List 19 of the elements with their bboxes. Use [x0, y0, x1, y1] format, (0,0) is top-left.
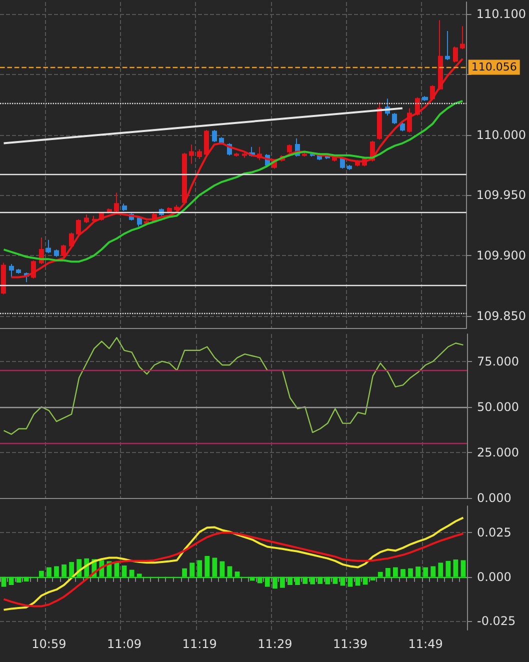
- x-tick-label: 10:59: [32, 637, 66, 651]
- x-tick-label: 11:29: [258, 637, 292, 651]
- y-tick-label: 50.000: [477, 400, 519, 414]
- y-tick-label: 109.900: [476, 248, 526, 263]
- x-tick-label: 11:19: [182, 637, 217, 651]
- y-tick-label: 0.025: [477, 526, 512, 540]
- x-tick-label: 11:39: [332, 637, 368, 651]
- y-tick-label: 75.000: [477, 354, 519, 368]
- y-tick-label: 109.850: [476, 308, 526, 323]
- y-tick-label: 110.100: [476, 7, 526, 22]
- y-tick-label: -0.025: [477, 614, 516, 628]
- y-tick-label: 0.000: [477, 491, 512, 505]
- y-tick-label: 25.000: [477, 445, 519, 460]
- ref-line-label: 110.056: [471, 60, 517, 74]
- y-tick-label: 109.950: [476, 188, 526, 202]
- x-tick-label: 11:49: [408, 637, 443, 651]
- x-tick-label: 11:09: [106, 637, 142, 651]
- y-tick-label: 110.000: [476, 128, 526, 142]
- y-tick-label: 0.000: [477, 570, 512, 584]
